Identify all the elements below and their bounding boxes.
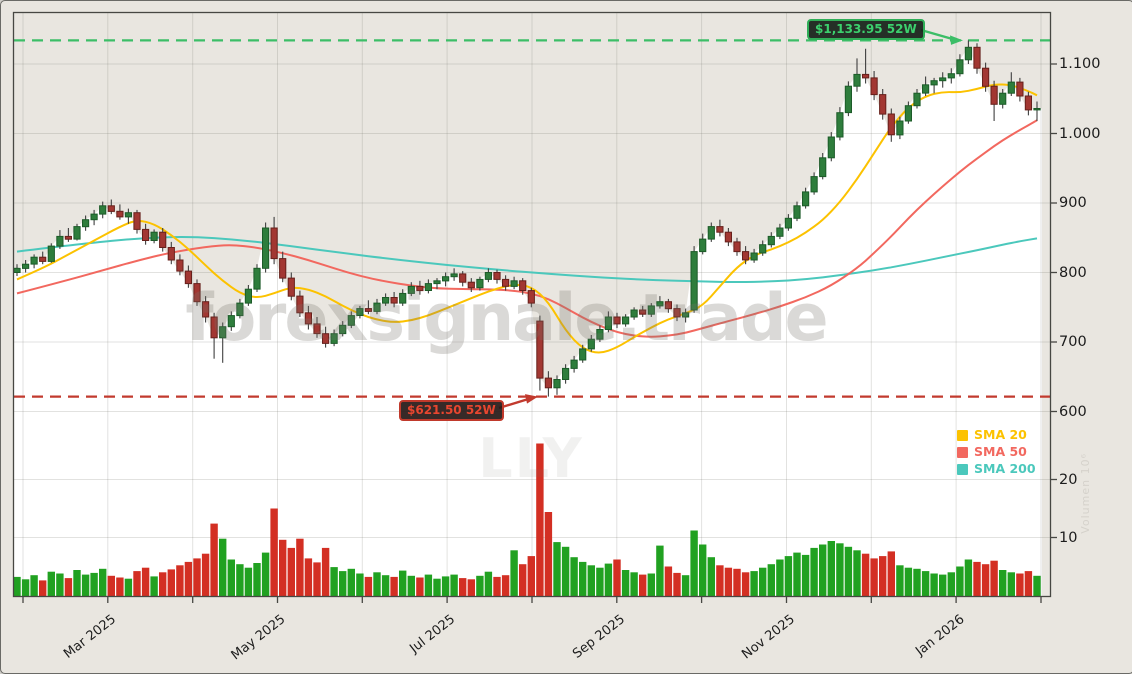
candle-bodies [13,46,1041,389]
volume-bars [13,443,1041,597]
axis-tick-marks [22,63,1057,603]
plot-border [12,11,1052,598]
sma-20-line [16,83,1038,354]
annotation-arrows [498,28,963,410]
under-price-fill [14,47,1042,597]
sma-200-line [16,236,1038,284]
gridlines [14,13,1050,596]
